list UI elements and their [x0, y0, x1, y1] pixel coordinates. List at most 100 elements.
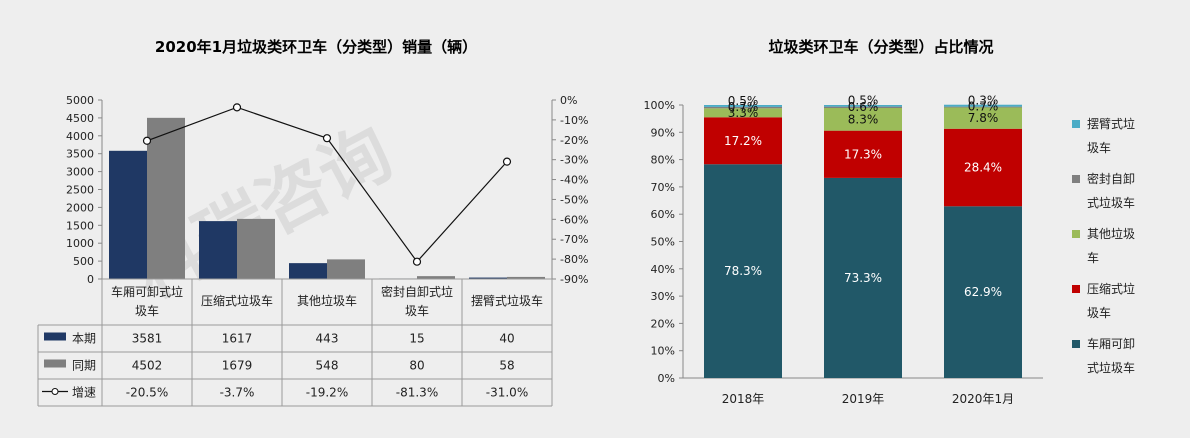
legend-label: 圾车: [1087, 140, 1111, 155]
data-label: 0.5%: [848, 94, 879, 108]
y-tick-label: 30%: [651, 290, 675, 303]
left-chart-title: 2020年1月垃圾类环卫车（分类型）销量（辆）: [155, 38, 477, 56]
bar-current-period: [289, 263, 327, 279]
category-label: 密封自卸式垃: [381, 284, 453, 299]
y-tick-label: 50%: [651, 236, 675, 249]
y-tick-label: 60%: [651, 208, 675, 221]
stack-segment: [824, 106, 902, 109]
bar-same-period: [237, 218, 275, 279]
right-chart-axes: 100% 90% 80% 70% 60% 50% 40% 30% 20% 10% 0% 2018年 20…: [644, 99, 1043, 406]
stack-segment: [944, 104, 1022, 107]
table-cell: -20.5%: [126, 386, 168, 400]
table-cell: 4502: [132, 359, 163, 373]
bar-same-period: [147, 117, 185, 279]
data-label: 7.8%: [968, 111, 999, 125]
y-tick-label: 100%: [644, 99, 675, 112]
right-tick-label: -90%: [560, 273, 588, 286]
table-cell: 58: [499, 359, 514, 373]
share-chart-panel: 垃圾类环卫车（分类型）占比情况 100% 90% 80% 70% 60% 50% 40% 30…: [600, 0, 1190, 434]
y-tick-label: 10%: [651, 345, 675, 358]
right-tick-label: -40%: [560, 174, 588, 187]
category-label: 摆臂式垃圾车: [471, 293, 543, 308]
legend-label: 式垃圾车: [1087, 195, 1135, 210]
category-label: 其他垃圾车: [297, 293, 357, 308]
legend-marker: [51, 388, 59, 395]
growth-point: [142, 136, 152, 145]
legend-label: 式垃圾车: [1087, 360, 1135, 375]
table-cell: 80: [409, 359, 424, 373]
table-cell: -81.3%: [396, 386, 438, 400]
growth-rate-line: [142, 103, 512, 266]
left-tick-label: 2000: [66, 201, 94, 214]
legend-swatch: [44, 332, 66, 341]
x-category-label: 2019年: [842, 392, 885, 406]
y-tick-label: 0%: [658, 372, 675, 385]
right-tick-label: -60%: [560, 213, 588, 226]
legend-swatch: [1072, 285, 1080, 293]
stack-segment: [824, 105, 902, 107]
stack-segment: [704, 117, 782, 165]
data-label: 17.3%: [844, 147, 882, 161]
table-cell: -19.2%: [306, 386, 348, 400]
data-label: 0.6%: [848, 100, 879, 114]
bar-current-period: [199, 221, 237, 279]
sales-volume-chart-panel: 2020年1月垃圾类环卫车（分类型）销量（辆） 科瑞咨询 5000 4500 400…: [0, 0, 600, 434]
growth-point: [232, 103, 242, 112]
left-tick-label: 4500: [66, 112, 94, 125]
data-label: 17.2%: [724, 134, 762, 148]
right-tick-label: -50%: [560, 193, 588, 206]
category-label: 圾车: [135, 303, 159, 318]
data-label: 0.7%: [968, 100, 999, 114]
stack-segment: [824, 108, 902, 131]
table-cell: 40: [499, 332, 514, 346]
legend-swatch: [1072, 120, 1080, 128]
legend-label: 密封自卸: [1087, 171, 1135, 186]
left-tick-label: 1500: [66, 219, 94, 232]
bar-same-period: [417, 276, 455, 279]
legend-swatch: [1072, 230, 1080, 238]
data-label: 3.3%: [728, 106, 759, 120]
share-chart: 垃圾类环卫车（分类型）占比情况 100% 90% 80% 70% 60% 50% 40% 30…: [644, 38, 1135, 406]
x-category-label: 2018年: [722, 392, 765, 406]
table-cell: -3.7%: [220, 386, 255, 400]
data-label: 8.3%: [848, 112, 879, 126]
data-label: 0.7%: [728, 100, 759, 114]
sales-volume-chart: 2020年1月垃圾类环卫车（分类型）销量（辆） 科瑞咨询 50004500400…: [37, 38, 588, 407]
legend-label: 车: [1087, 250, 1099, 265]
y-tick-label: 80%: [651, 154, 675, 167]
row-label: 同期: [72, 359, 96, 373]
right-tick-label: -70%: [560, 233, 588, 246]
right-chart-stacks: 78.3%17.2%3.3%0.5%0.7%73.3%17.3%8.3%0.5%…: [704, 94, 1022, 378]
growth-point: [502, 157, 512, 166]
left-tick-label: 3000: [66, 166, 94, 179]
table-cell: 3581: [132, 332, 163, 346]
category-label: 圾车: [405, 303, 429, 318]
legend-label: 车厢可卸: [1087, 336, 1135, 351]
right-tick-label: 0%: [560, 94, 577, 107]
legend-swatch: [44, 359, 66, 368]
right-tick-label: -10%: [560, 114, 588, 127]
data-label: 73.3%: [844, 271, 882, 285]
stack-segment: [824, 130, 902, 178]
legend-label: 压缩式垃: [1087, 281, 1135, 296]
stack-segment: [824, 177, 902, 378]
left-tick-label: 5000: [66, 94, 94, 107]
stack-segment: [704, 106, 782, 109]
bar-same-period: [327, 259, 365, 279]
data-label: 0.3%: [968, 94, 999, 108]
legend-label: 圾车: [1087, 305, 1111, 320]
bar-current-period: [469, 277, 507, 279]
row-label: 增速: [72, 386, 96, 400]
left-tick-label: 0: [87, 273, 94, 286]
row-label: 本期: [72, 332, 96, 346]
data-label: 62.9%: [964, 285, 1002, 299]
y-tick-label: 90%: [651, 126, 675, 139]
table-cell: 1679: [222, 359, 253, 373]
x-category-label: 2020年1月: [952, 392, 1014, 406]
y-tick-label: 40%: [651, 263, 675, 276]
bar-current-period: [109, 150, 147, 279]
category-label: 压缩式垃圾车: [201, 293, 273, 308]
stack-segment: [944, 128, 1022, 207]
